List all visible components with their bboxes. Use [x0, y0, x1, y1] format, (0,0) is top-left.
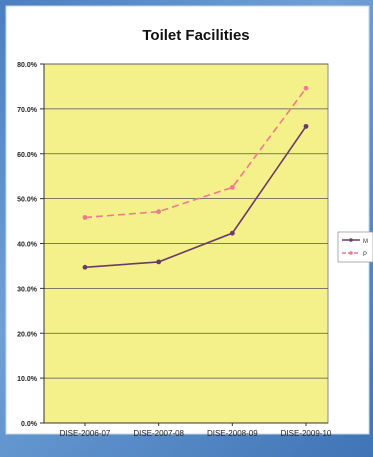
legend: MP — [338, 232, 373, 262]
data-point — [230, 185, 235, 190]
legend-marker — [349, 251, 353, 255]
data-point — [304, 124, 309, 129]
x-tick-label: DISE-2008-09 — [207, 429, 258, 438]
x-tick-label: DISE-2007-08 — [133, 429, 184, 438]
legend-label: M — [363, 239, 368, 245]
legend-marker — [349, 238, 353, 242]
legend-label: P — [363, 252, 367, 258]
y-tick-label: 40.0% — [17, 242, 38, 249]
y-tick-label: 0.0% — [21, 421, 38, 428]
data-point — [156, 209, 161, 214]
data-point — [156, 259, 161, 264]
y-tick-label: 10.0% — [17, 376, 38, 383]
y-tick-label: 70.0% — [17, 107, 38, 114]
y-tick-label: 30.0% — [17, 286, 38, 293]
x-tick-label: DISE-2009-10 — [281, 429, 332, 438]
y-tick-label: 80.0% — [17, 62, 38, 69]
data-point — [83, 215, 88, 220]
legend-box — [338, 232, 373, 262]
y-tick-label: 20.0% — [17, 331, 38, 338]
x-tick-label: DISE-2006-07 — [60, 429, 111, 438]
y-tick-label: 60.0% — [17, 152, 38, 159]
data-point — [230, 231, 235, 236]
y-tick-label: 50.0% — [17, 197, 38, 204]
chart-title: Toilet Facilities — [142, 27, 249, 44]
data-point — [83, 265, 88, 270]
data-point — [304, 86, 309, 91]
